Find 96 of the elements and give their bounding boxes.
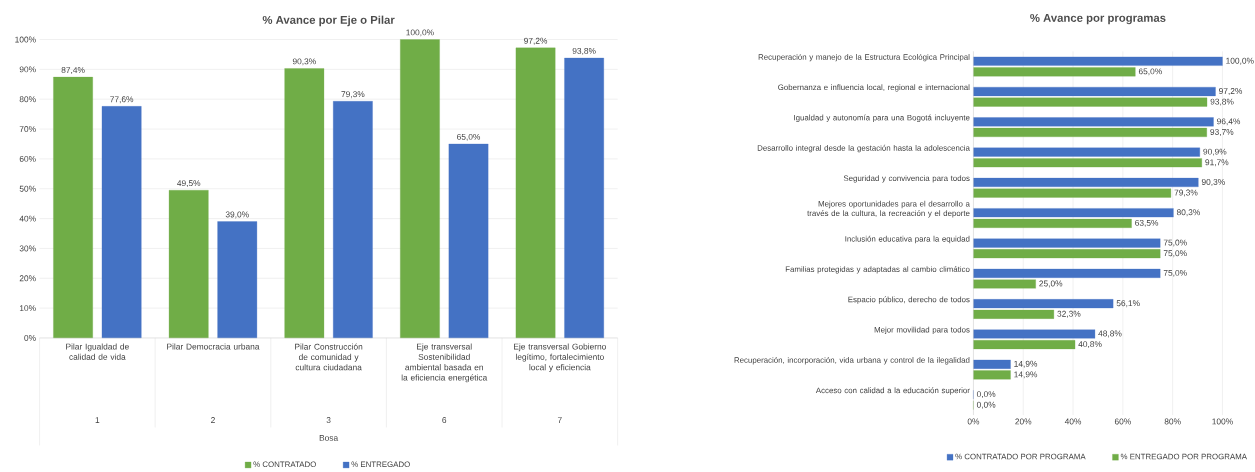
bar bbox=[973, 86, 1216, 96]
data-label: 97,2% bbox=[1219, 87, 1243, 95]
bar bbox=[973, 298, 1114, 308]
data-label: 100,0% bbox=[406, 29, 434, 37]
bar bbox=[973, 208, 1174, 218]
chart-title: % Avance por Eje o Pilar bbox=[262, 15, 395, 26]
data-label: 87,4% bbox=[61, 66, 85, 74]
bar bbox=[101, 106, 142, 338]
bar bbox=[973, 158, 1202, 168]
x-tick-label: Pilar Democracia urbana bbox=[167, 343, 260, 350]
data-label: 90,9% bbox=[1203, 148, 1227, 156]
bar bbox=[973, 177, 1199, 187]
data-label: 14,9% bbox=[1014, 371, 1038, 379]
bar bbox=[973, 268, 1161, 278]
data-label: 0,0% bbox=[976, 401, 996, 409]
data-label: 90,3% bbox=[1201, 178, 1225, 186]
x-tick-label: 100% bbox=[1212, 418, 1233, 425]
bar bbox=[973, 279, 1036, 289]
bar bbox=[973, 188, 1172, 198]
x-tick-label: Eje transversal Sostenibilidad ambiental basada en la eficiencia energética bbox=[401, 343, 488, 383]
bar bbox=[448, 143, 489, 338]
y-tick-label: 0% bbox=[24, 334, 36, 341]
y-tick-label: 100% bbox=[15, 36, 36, 43]
bar bbox=[973, 359, 1011, 369]
y-tick-label: 80% bbox=[19, 96, 36, 102]
text: 3 bbox=[326, 416, 331, 423]
data-label: 75,0% bbox=[1163, 250, 1187, 257]
y-tick-label: 30% bbox=[19, 245, 36, 252]
data-label: 56,1% bbox=[1116, 300, 1140, 307]
x-tick-label: 40% bbox=[1064, 418, 1082, 425]
text: 2 bbox=[211, 416, 215, 423]
bar bbox=[400, 39, 440, 338]
chart-title: % Avance por programas bbox=[1030, 13, 1166, 25]
bar bbox=[973, 248, 1161, 258]
data-label: 14,9% bbox=[1014, 360, 1038, 368]
bar bbox=[973, 56, 1223, 66]
data-label: 75,0% bbox=[1163, 269, 1187, 277]
y-tick-label: 10% bbox=[19, 304, 36, 311]
text: 1 bbox=[95, 416, 100, 423]
data-label: 0,0% bbox=[976, 390, 996, 398]
bar bbox=[564, 57, 604, 338]
bar bbox=[168, 189, 209, 338]
bar bbox=[973, 218, 1132, 228]
x-tick-label: Pilar Construcción de comunidad y cultura ciudadana bbox=[295, 343, 363, 371]
data-label: 40,8% bbox=[1078, 340, 1102, 348]
data-label: 25,0% bbox=[1039, 280, 1063, 288]
data-label: 63,5% bbox=[1135, 219, 1159, 227]
data-label: 77,6% bbox=[110, 96, 134, 104]
bar bbox=[973, 117, 1214, 127]
y-tick-label: 20% bbox=[19, 275, 36, 282]
data-label: 75,0% bbox=[1163, 239, 1187, 247]
data-label: 100,0% bbox=[1226, 57, 1254, 65]
bar bbox=[284, 68, 325, 338]
text: 6 bbox=[442, 416, 447, 423]
bar bbox=[973, 238, 1161, 248]
data-label: 65,0% bbox=[1138, 68, 1162, 76]
data-label: 96,4% bbox=[1217, 118, 1241, 126]
data-label: 93,7% bbox=[1210, 128, 1234, 136]
data-label: 90,3% bbox=[292, 58, 316, 66]
x-tick-label: Pilar Igualdad de calidad de vida bbox=[66, 343, 129, 360]
data-label: 80,3% bbox=[1176, 209, 1200, 217]
data-label: 32,3% bbox=[1057, 310, 1081, 318]
data-label: 97,2% bbox=[524, 37, 548, 45]
x-tick-label: 20% bbox=[1015, 418, 1032, 425]
bar bbox=[973, 370, 1011, 380]
bar bbox=[53, 76, 93, 338]
x-axis-title: Bosa bbox=[319, 434, 339, 441]
y-tick-label: 40% bbox=[19, 215, 36, 222]
data-label: 79,3% bbox=[341, 91, 365, 98]
bar bbox=[973, 97, 1208, 107]
y-tick-label: 90% bbox=[19, 66, 36, 73]
bar bbox=[973, 339, 1076, 349]
y-tick-label: 50% bbox=[19, 185, 36, 192]
bar bbox=[973, 309, 1055, 319]
data-label: 79,3% bbox=[1174, 189, 1198, 197]
x-tick-label: 0% bbox=[967, 418, 980, 425]
data-label: 49,5% bbox=[177, 179, 201, 187]
data-label: 48,8% bbox=[1098, 330, 1122, 338]
data-label: 65,0% bbox=[457, 133, 481, 141]
x-tick-label: Eje transversal Gobierno legítimo, fortalecimiento local y eficiencia bbox=[514, 343, 606, 372]
data-label: 39,0% bbox=[225, 211, 249, 219]
y-tick-label: 60% bbox=[19, 155, 36, 162]
bar bbox=[217, 221, 258, 338]
data-label: 93,8% bbox=[1210, 98, 1234, 106]
x-tick-label: 60% bbox=[1114, 418, 1131, 425]
bar bbox=[973, 329, 1096, 339]
x-tick-label: 80% bbox=[1164, 418, 1181, 425]
bar bbox=[515, 47, 556, 338]
bar bbox=[973, 127, 1207, 137]
data-label: 91,7% bbox=[1205, 159, 1229, 167]
data-label: 93,8% bbox=[572, 47, 596, 55]
text: 7 bbox=[557, 416, 562, 423]
bar bbox=[973, 147, 1200, 157]
bar bbox=[333, 100, 373, 338]
bar bbox=[973, 67, 1136, 77]
y-tick-label: 70% bbox=[19, 125, 36, 132]
